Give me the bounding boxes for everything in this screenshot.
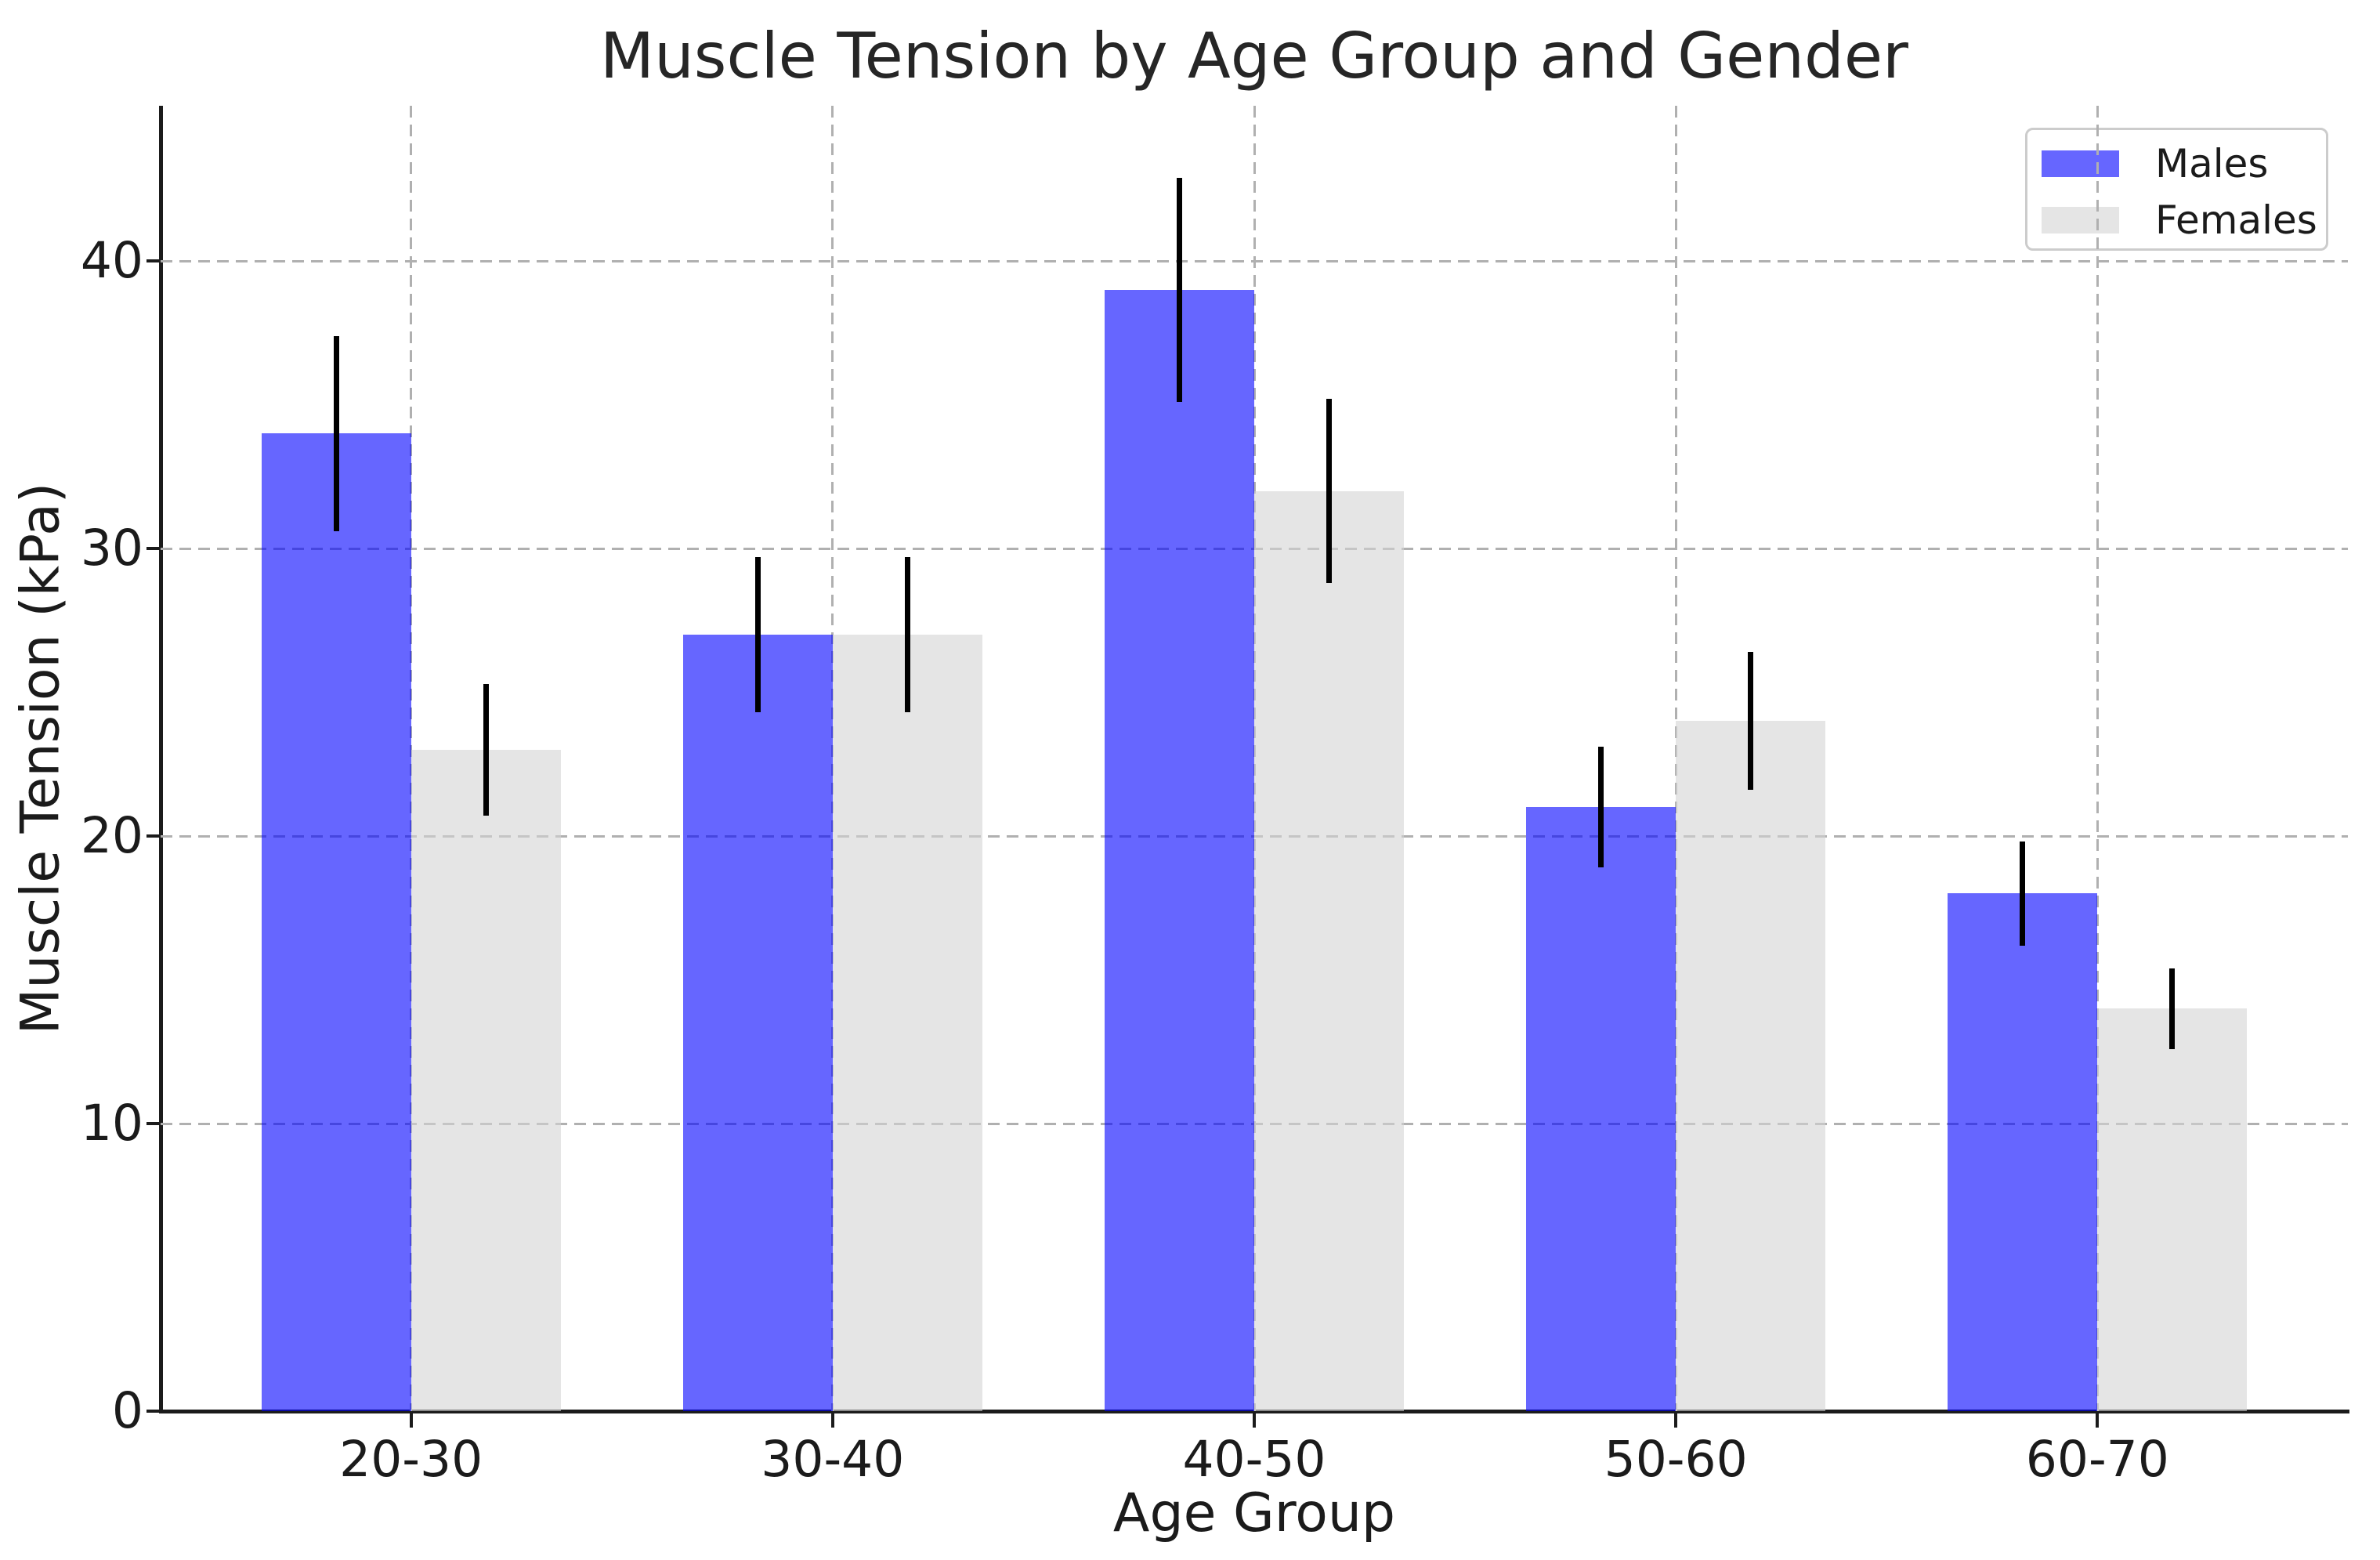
bar-females-30-40 bbox=[832, 635, 982, 1411]
x-axis-label: Age Group bbox=[1112, 1482, 1396, 1544]
x-axis-spine bbox=[159, 1410, 2349, 1413]
bar-females-50-60 bbox=[1676, 721, 1826, 1411]
x-tick-label: 60-70 bbox=[2025, 1431, 2169, 1488]
legend-swatch-males bbox=[2042, 150, 2119, 177]
y-tick-label: 30 bbox=[80, 519, 143, 577]
x-tick-mark bbox=[1253, 1413, 1256, 1428]
error-bar-males-40-50 bbox=[1177, 177, 1182, 402]
error-bar-females-30-40 bbox=[904, 557, 910, 713]
error-bar-females-50-60 bbox=[1748, 652, 1754, 791]
bar-males-40-50 bbox=[1105, 289, 1254, 1411]
y-tick-mark bbox=[146, 547, 161, 551]
legend: Males Females bbox=[2025, 128, 2328, 251]
x-tick-label: 50-60 bbox=[1604, 1431, 1748, 1488]
legend-label-males: Males bbox=[2155, 141, 2269, 186]
y-axis-spine bbox=[159, 106, 163, 1413]
error-bar-males-50-60 bbox=[1598, 747, 1604, 868]
error-bar-females-20-30 bbox=[483, 683, 489, 816]
x-gridline bbox=[2096, 106, 2099, 1411]
bar-males-30-40 bbox=[682, 635, 833, 1411]
x-tick-mark bbox=[830, 1413, 834, 1428]
y-tick-label: 0 bbox=[111, 1382, 143, 1439]
x-tick-label: 30-40 bbox=[761, 1431, 905, 1488]
bar-males-50-60 bbox=[1526, 807, 1676, 1411]
error-bar-males-60-70 bbox=[2020, 842, 2026, 946]
legend-item-males: Males bbox=[2027, 136, 2326, 192]
y-tick-mark bbox=[146, 1410, 161, 1413]
bar-females-40-50 bbox=[1254, 490, 1404, 1411]
y-tick-mark bbox=[146, 834, 161, 838]
y-tick-mark bbox=[146, 1122, 161, 1126]
legend-label-females: Females bbox=[2155, 197, 2317, 243]
bar-females-60-70 bbox=[2097, 1008, 2248, 1411]
bar-females-20-30 bbox=[411, 749, 561, 1411]
x-tick-mark bbox=[409, 1413, 413, 1428]
y-tick-label: 10 bbox=[80, 1095, 143, 1153]
x-tick-mark bbox=[2096, 1413, 2100, 1428]
legend-swatch-females bbox=[2042, 207, 2119, 233]
y-tick-mark bbox=[146, 259, 161, 263]
y-tick-label: 40 bbox=[80, 232, 143, 290]
y-tick-label: 20 bbox=[80, 807, 143, 865]
error-bar-females-40-50 bbox=[1326, 399, 1332, 584]
x-tick-label: 40-50 bbox=[1182, 1431, 1326, 1488]
error-bar-males-20-30 bbox=[333, 335, 339, 532]
bar-males-20-30 bbox=[261, 433, 411, 1411]
bar-males-60-70 bbox=[1948, 893, 2098, 1411]
error-bar-males-30-40 bbox=[754, 557, 761, 713]
legend-item-females: Females bbox=[2027, 192, 2326, 248]
x-tick-mark bbox=[1674, 1413, 1678, 1428]
chart-title: Muscle Tension by Age Group and Gender bbox=[600, 20, 1908, 92]
x-tick-label: 20-30 bbox=[339, 1431, 483, 1488]
error-bar-females-60-70 bbox=[2169, 968, 2176, 1049]
